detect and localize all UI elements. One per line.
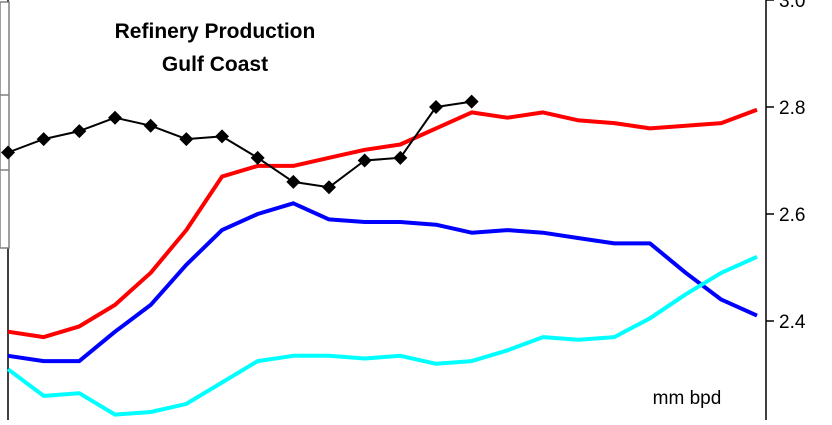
- series-3-point: [464, 94, 479, 109]
- y-axis-ticks: [766, 0, 774, 322]
- y-axis-tick-labels: 3.02.82.62.42.2: [779, 0, 806, 425]
- series-3-point: [108, 110, 122, 125]
- series-3-point: [36, 132, 51, 147]
- series-3-point: [72, 124, 87, 139]
- series-3-point: [393, 150, 408, 165]
- series-3-point: [429, 100, 443, 114]
- left-panel-edge: [0, 1, 10, 249]
- series-3-point: [215, 129, 229, 144]
- chart-title-line1: Refinery Production: [115, 20, 316, 43]
- series-3-point: [179, 132, 194, 147]
- series-3-point: [322, 180, 336, 195]
- series-3-point: [1, 145, 15, 160]
- series-3-point: [250, 150, 265, 165]
- y-tick-label: 2.8: [779, 98, 805, 119]
- series-line-0: [7, 107, 758, 340]
- y-tick-label: 2.4: [779, 312, 806, 333]
- y-tick-label: 2.6: [779, 205, 805, 226]
- series-line-1: [7, 201, 758, 364]
- unit-label: mm bpd: [653, 388, 722, 409]
- plot-frame: [0, 0, 767, 420]
- chart-title-line2: Gulf Coast: [162, 53, 268, 76]
- series-group: [1, 94, 758, 417]
- y-tick-label: 3.0: [779, 0, 805, 12]
- series-line-2: [6, 254, 758, 417]
- series-3-point: [357, 153, 372, 168]
- series-3-point: [143, 118, 158, 133]
- series-3-point: [286, 174, 301, 189]
